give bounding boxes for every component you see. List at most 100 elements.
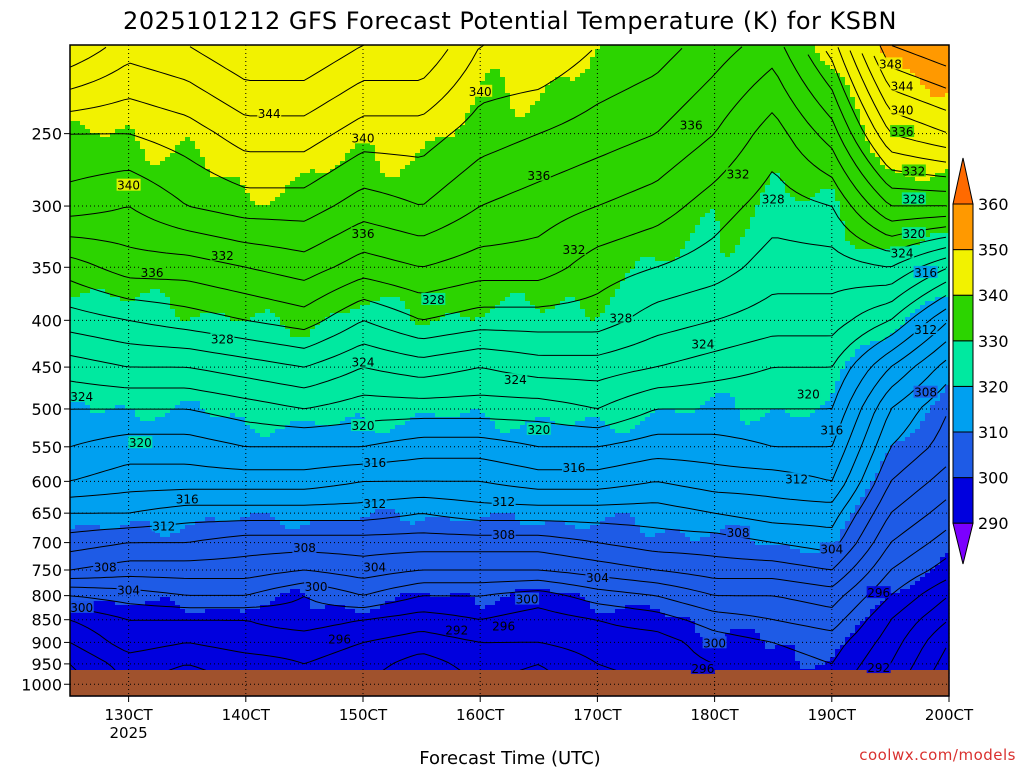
- field-cell: [95, 421, 101, 426]
- field-cell: [75, 573, 81, 578]
- field-cell: [130, 197, 136, 202]
- field-cell: [150, 533, 156, 538]
- field-cell: [185, 417, 191, 422]
- field-cell: [190, 249, 196, 254]
- field-cell: [180, 357, 186, 362]
- field-cell: [195, 589, 201, 594]
- field-cell: [110, 517, 116, 522]
- field-cell: [125, 241, 131, 246]
- field-cell: [135, 165, 141, 170]
- field-cell: [150, 469, 156, 474]
- field-cell: [145, 173, 151, 178]
- field-cell: [165, 401, 171, 406]
- field-cell: [205, 317, 211, 322]
- field-cell: [170, 613, 176, 618]
- field-cell: [205, 269, 211, 274]
- field-cell: [85, 637, 91, 642]
- field-cell: [150, 257, 156, 262]
- field-cell: [165, 385, 171, 390]
- field-cell: [150, 201, 156, 206]
- field-cell: [170, 473, 176, 478]
- field-cell: [205, 225, 211, 230]
- field-cell: [155, 173, 161, 178]
- field-cell: [210, 377, 216, 382]
- field-cell: [130, 385, 136, 390]
- field-cell: [180, 57, 186, 62]
- field-cell: [95, 161, 101, 166]
- field-cell: [150, 497, 156, 502]
- field-cell: [105, 497, 111, 502]
- field-cell: [195, 377, 201, 382]
- field-cell: [170, 93, 176, 98]
- field-cell: [220, 181, 226, 186]
- field-cell: [95, 177, 101, 182]
- field-cell: [115, 217, 121, 222]
- field-cell: [135, 325, 141, 330]
- field-cell: [120, 229, 126, 234]
- field-cell: [100, 421, 106, 426]
- field-cell: [115, 461, 121, 466]
- field-cell: [80, 149, 86, 154]
- field-cell: [210, 653, 216, 658]
- field-cell: [110, 229, 116, 234]
- field-cell: [200, 305, 206, 310]
- field-cell: [145, 185, 151, 190]
- field-cell: [200, 105, 206, 110]
- field-cell: [195, 109, 201, 114]
- field-cell: [70, 373, 76, 378]
- field-cell: [140, 529, 146, 534]
- field-cell: [175, 65, 181, 70]
- field-cell: [185, 529, 191, 534]
- field-cell: [155, 333, 161, 338]
- field-cell: [110, 105, 116, 110]
- field-cell: [215, 381, 221, 386]
- field-cell: [115, 657, 121, 662]
- field-cell: [180, 309, 186, 314]
- field-cell: [80, 201, 86, 206]
- field-cell: [120, 313, 126, 318]
- field-cell: [90, 229, 96, 234]
- field-cell: [190, 341, 196, 346]
- field-cell: [75, 533, 81, 538]
- field-cell: [205, 77, 211, 82]
- field-cell: [75, 461, 81, 466]
- field-cell: [180, 81, 186, 86]
- field-cell: [160, 633, 166, 638]
- field-cell: [85, 257, 91, 262]
- field-cell: [115, 457, 121, 462]
- field-cell: [150, 553, 156, 558]
- field-cell: [100, 141, 106, 146]
- field-cell: [85, 229, 91, 234]
- field-cell: [175, 157, 181, 162]
- field-cell: [185, 121, 191, 126]
- field-cell: [135, 53, 141, 58]
- field-cell: [145, 93, 151, 98]
- field-cell: [180, 169, 186, 174]
- field-cell: [70, 345, 76, 350]
- field-cell: [175, 561, 181, 566]
- field-cell: [160, 317, 166, 322]
- field-cell: [175, 473, 181, 478]
- field-cell: [165, 513, 171, 518]
- field-cell: [170, 401, 176, 406]
- field-cell: [155, 253, 161, 258]
- field-cell: [70, 269, 76, 274]
- field-cell: [145, 473, 151, 478]
- field-cell: [135, 73, 141, 78]
- field-cell: [80, 289, 86, 294]
- field-cell: [150, 377, 156, 382]
- field-cell: [75, 521, 81, 526]
- field-cell: [145, 633, 151, 638]
- field-cell: [140, 421, 146, 426]
- field-cell: [215, 89, 221, 94]
- field-cell: [140, 257, 146, 262]
- field-cell: [75, 421, 81, 426]
- field-cell: [110, 277, 116, 282]
- field-cell: [200, 277, 206, 282]
- field-cell: [205, 545, 211, 550]
- field-cell: [95, 189, 101, 194]
- field-cell: [200, 341, 206, 346]
- field-cell: [70, 185, 76, 190]
- field-cell: [70, 73, 76, 78]
- field-cell: [195, 425, 201, 430]
